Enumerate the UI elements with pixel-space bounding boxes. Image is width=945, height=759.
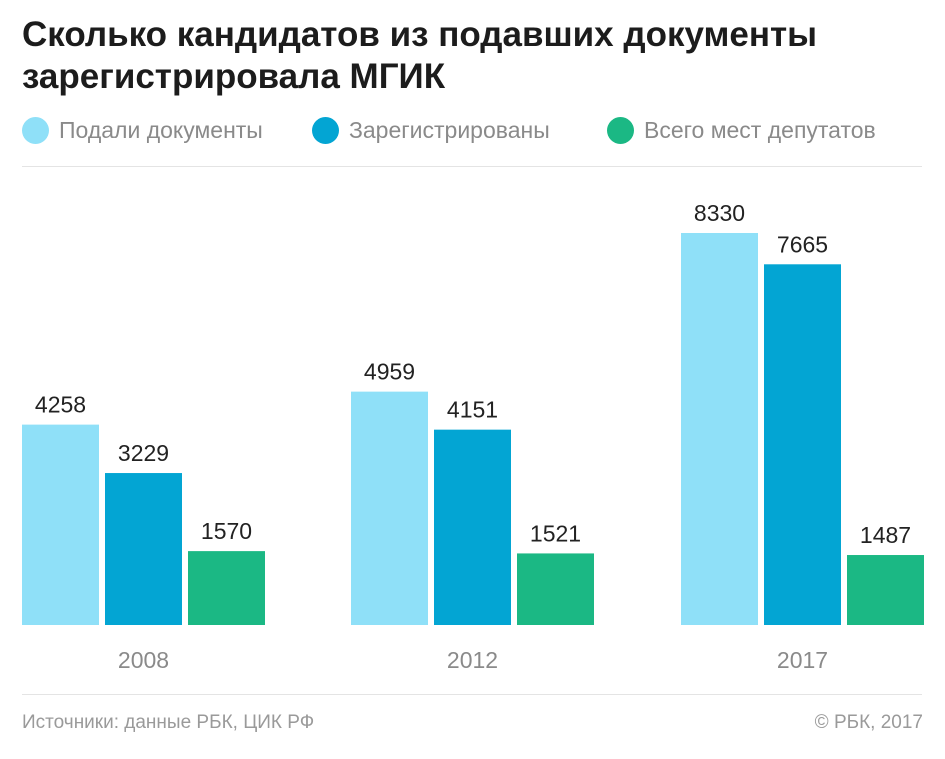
legend-label-submitted: Подали документы	[59, 116, 263, 143]
value-label-submitted-2017: 8330	[694, 200, 745, 226]
bar-registered-2017	[764, 264, 841, 625]
legend-dot-registered	[312, 116, 339, 144]
bar-seats-2008	[188, 551, 265, 625]
bar-registered-2012	[434, 429, 511, 625]
value-label-submitted-2008: 4258	[35, 392, 86, 418]
chart-title: Сколько кандидатов из подавших документы…	[22, 15, 818, 96]
value-label-registered-2012: 4151	[447, 397, 498, 423]
value-label-seats-2017: 1487	[860, 522, 911, 548]
category-label-2017: 2017	[777, 647, 828, 673]
category-label-2008: 2008	[118, 647, 169, 673]
legend-item-registered: Зарегистрированы	[312, 112, 550, 148]
bar-chart: 4258 3229 1570 4959 4151 1521 8330 7665 1487 200…	[22, 200, 924, 673]
legend-item-seats: Всего мест депутатов	[607, 112, 876, 148]
source-note: Источники: данные РБК, ЦИК РФ	[22, 712, 315, 733]
bar-submitted-2008	[22, 424, 99, 625]
category-labels-group: 2008 2012 2017	[118, 647, 828, 673]
legend-label-seats: Всего мест депутатов	[644, 116, 876, 143]
legend: Подали документы Зарегистрированы Всего …	[22, 112, 922, 148]
value-label-registered-2017: 7665	[777, 231, 828, 257]
value-label-registered-2008: 3229	[118, 440, 169, 466]
legend-item-submitted: Подали документы	[22, 112, 263, 148]
bar-registered-2008	[105, 473, 182, 625]
value-label-submitted-2012: 4959	[364, 359, 415, 385]
copyright: © РБК, 2017	[814, 712, 923, 733]
bars-group	[22, 233, 924, 625]
bar-submitted-2012	[351, 391, 428, 625]
value-label-seats-2012: 1521	[530, 520, 581, 546]
legend-label-registered: Зарегистрированы	[349, 116, 550, 143]
legend-dot-submitted	[22, 116, 49, 144]
value-label-seats-2008: 1570	[201, 518, 252, 544]
legend-dot-seats	[607, 116, 634, 144]
bar-seats-2017	[847, 555, 924, 625]
bottom-divider	[22, 694, 922, 695]
bar-submitted-2017	[681, 233, 758, 625]
top-divider	[22, 166, 922, 167]
bar-seats-2012	[517, 553, 594, 625]
category-label-2012: 2012	[447, 647, 498, 673]
value-labels-group: 4258 3229 1570 4959 4151 1521 8330 7665 1487	[35, 200, 911, 548]
